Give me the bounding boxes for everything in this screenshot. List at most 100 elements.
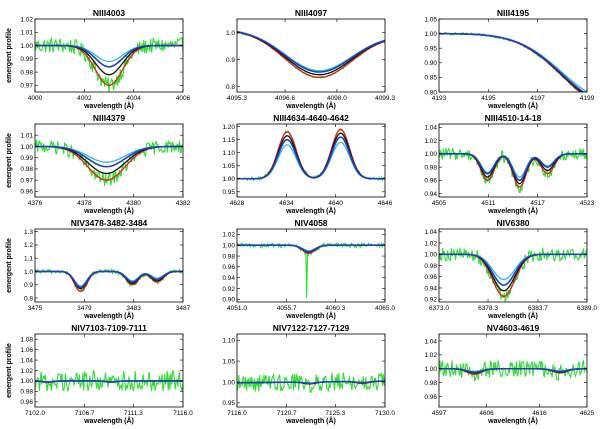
panel-2: NIII4097 4095.3 4096.6 4098.0 4099.3 0.8 0.9 1.… — [226, 8, 395, 110]
x-axis-label: wavelength (Å) — [487, 416, 538, 425]
model-1-line — [237, 136, 385, 180]
x-tick-label: 6378.3 — [478, 305, 498, 312]
y-tick-label: 1.00 — [424, 31, 437, 38]
x-tick-label: 6383.7 — [528, 305, 548, 312]
panel-title: NIII4003 — [93, 8, 125, 18]
y-tick-label: 0.8 — [24, 295, 33, 302]
y-tick-label: 0.98 — [222, 253, 235, 260]
x-tick-label: 4382 — [176, 200, 191, 207]
x-tick-label: 4004 — [126, 95, 141, 102]
x-tick-label: 7106.7 — [75, 410, 95, 417]
y-tick-label: 1.3 — [24, 229, 33, 236]
y-tick-label: 0.96 — [424, 394, 437, 401]
y-axis-label: emergent profile — [6, 238, 13, 293]
y-tick-label: 0.85 — [424, 75, 437, 82]
y-tick-label: 0.96 — [20, 189, 33, 196]
x-tick-label: 7102.0 — [25, 410, 45, 417]
y-axis-label: emergent profile — [6, 133, 13, 188]
x-tick-label: 4098.0 — [327, 95, 347, 102]
y-tick-label: 1.00 — [20, 43, 33, 50]
model-1-line — [35, 44, 183, 68]
plot-frame — [236, 18, 386, 93]
panel-title: NIV7103-7109-7111 — [71, 323, 147, 333]
y-tick-label: 0.99 — [20, 155, 33, 162]
x-tick-label: 7130.0 — [375, 410, 395, 417]
x-axis-label: wavelength (Å) — [285, 416, 336, 425]
x-tick-label: 4099.3 — [375, 95, 395, 102]
plot-frame — [438, 123, 588, 198]
x-tick-label: 4006 — [176, 95, 191, 102]
model-2-line — [439, 33, 581, 92]
y-axis-label: emergent profile — [6, 28, 13, 83]
observed-spectrum-line — [35, 36, 183, 92]
model-1-line — [237, 244, 385, 253]
plot-frame — [34, 18, 184, 93]
x-tick-label: 4051.0 — [227, 305, 247, 312]
x-tick-label: 3487 — [176, 305, 191, 312]
x-tick-label: 4000 — [28, 95, 43, 102]
y-tick-label: 0.96 — [20, 399, 33, 406]
x-tick-label: 6389.0 — [577, 305, 597, 312]
y-tick-label: 1.00 — [222, 243, 235, 250]
model-1-line — [237, 380, 385, 385]
plot-frame — [438, 18, 588, 93]
y-tick-label: 1.02 — [20, 16, 33, 23]
y-tick-label: 0.96 — [222, 264, 235, 271]
x-tick-label: 7116.0 — [173, 410, 193, 417]
y-tick-label: 0.95 — [222, 400, 235, 407]
model-1-line — [439, 253, 587, 286]
y-tick-label: 1.08 — [20, 337, 33, 344]
x-tick-label: 4095.3 — [227, 95, 247, 102]
panel-10: NIV7103-7109-7111 7102.0 7106.7 7111.3 7116.… — [6, 323, 193, 425]
y-tick-label: 1.01 — [20, 30, 33, 37]
x-tick-label: 4096.6 — [275, 95, 295, 102]
model-2-line — [35, 44, 183, 87]
x-tick-label: 4065.0 — [375, 305, 395, 312]
model-4-line — [439, 33, 587, 92]
x-tick-label: 4055.7 — [277, 305, 297, 312]
x-axis-label: wavelength (Å) — [487, 206, 538, 215]
y-tick-label: 0.99 — [20, 56, 33, 63]
x-tick-label: 3475 — [28, 305, 43, 312]
x-tick-label: 4625 — [580, 410, 595, 417]
y-tick-label: 0.98 — [20, 389, 33, 396]
model-1-line — [237, 31, 385, 73]
y-tick-label: 1.00 — [222, 176, 235, 183]
x-axis-label: wavelength (Å) — [83, 101, 134, 110]
x-tick-label: 4193 — [432, 95, 447, 102]
observed-spectrum-line — [237, 128, 385, 182]
panel-6: NIII4510-14-18 4505 4511 4517 4523 0.94 0.96 0.… — [424, 113, 594, 215]
x-axis-label: wavelength (Å) — [285, 311, 336, 320]
y-tick-label: 0.94 — [222, 275, 235, 282]
plot-frame — [34, 228, 184, 303]
x-tick-label: 4060.3 — [325, 305, 345, 312]
plot-frame — [34, 333, 184, 408]
plot-frame — [438, 228, 588, 303]
model-4-line — [237, 141, 385, 180]
x-axis-label: wavelength (Å) — [487, 311, 538, 320]
x-tick-label: 4197 — [530, 95, 545, 102]
panel-title: NIII4634-4640-4642 — [273, 113, 349, 123]
model-4-line — [35, 44, 183, 63]
y-tick-label: 1.00 — [20, 378, 33, 385]
x-tick-label: 4505 — [432, 200, 447, 207]
panel-7: NIV3478-3482-3484 3475 3479 3483 3487 0.8 0.9 1… — [6, 218, 191, 320]
x-tick-label: 7111.3 — [124, 410, 143, 417]
panel-9: NIV6380 6373.0 6378.3 6383.7 6389.0 0.92 0.94 0… — [424, 218, 597, 320]
x-tick-label: 4640 — [328, 200, 343, 207]
plot-frame — [34, 123, 184, 198]
observed-spectrum-line — [439, 31, 581, 92]
y-tick-label: 1.00 — [20, 144, 33, 151]
y-tick-label: 0.80 — [424, 89, 437, 96]
model-1-line — [439, 153, 587, 182]
model-2-line — [237, 128, 385, 180]
y-tick-label: 0.9 — [226, 57, 235, 64]
x-tick-label: 4002 — [77, 95, 92, 102]
x-tick-label: 4597 — [432, 410, 447, 417]
model-3-line — [237, 132, 385, 180]
y-tick-label: 1.00 — [424, 366, 437, 373]
x-tick-label: 6373.0 — [429, 305, 449, 312]
y-tick-label: 0.94 — [424, 285, 437, 292]
panel-title: NIII4379 — [93, 113, 125, 123]
